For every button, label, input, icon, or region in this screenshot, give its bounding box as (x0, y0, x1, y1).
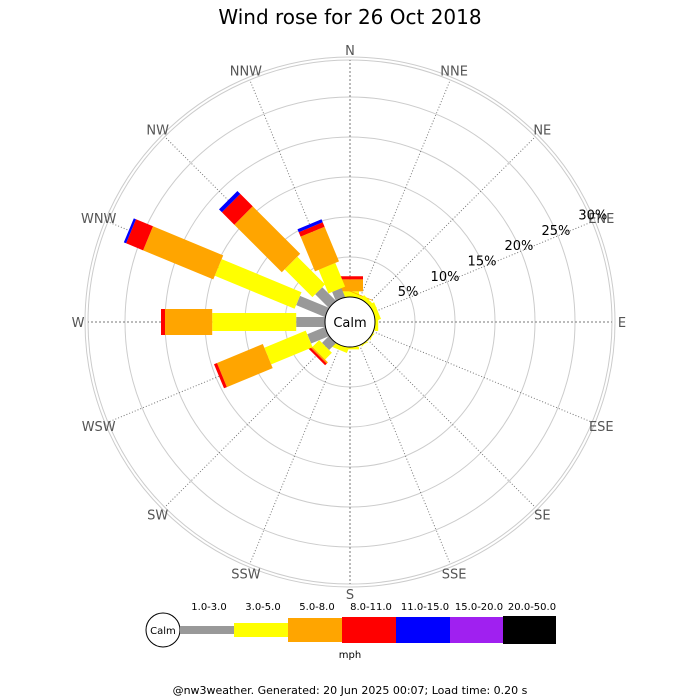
petal-nnw-bin-5 (297, 219, 323, 233)
direction-label-nw: NW (146, 124, 169, 139)
direction-label-wsw: WSW (82, 420, 116, 435)
calm-label: Calm (333, 316, 366, 331)
petal-wnw-bin-5 (123, 218, 136, 244)
direction-label-n: N (345, 44, 355, 59)
petal-wnw-bin-1 (296, 295, 329, 318)
direction-label-e: E (618, 316, 626, 331)
legend-label-5: 11.0-15.0 (401, 602, 449, 613)
spoke-ene (372, 221, 593, 313)
petal-nw-bin-5 (219, 191, 241, 213)
ring-label-6: 30% (578, 209, 607, 224)
legend-swatch-5 (396, 617, 450, 643)
petal-sw-bin-4 (306, 345, 327, 366)
petal-w-bin-4 (161, 309, 165, 335)
legend-label-1: 1.0-3.0 (191, 602, 226, 613)
ring-label-2: 10% (431, 270, 460, 285)
direction-label-ssw: SSW (231, 567, 261, 582)
direction-label-ne: NE (533, 124, 551, 139)
ring-labels: 5% 10% 15% 20% 25% 30% (398, 209, 607, 301)
petal-w-bin-3 (165, 309, 213, 335)
spoke-ssw (249, 344, 341, 565)
petal-nnw (297, 219, 346, 301)
petal-ssw-bin-2 (330, 341, 349, 353)
petal-wsw-bin-2 (264, 330, 313, 365)
petal-sw-bin-1 (322, 336, 336, 350)
direction-label-wnw: WNW (81, 212, 117, 227)
petal-sw-bin-3 (308, 344, 328, 364)
legend-swatch-6 (450, 617, 503, 643)
legend-label-4: 8.0-11.0 (350, 602, 392, 613)
direction-label-sw: SW (147, 508, 168, 523)
petal-nnw-bin-3 (300, 226, 339, 272)
petal-ssw (330, 341, 349, 353)
petal-w-bin-1 (296, 317, 325, 327)
legend-swatch-4 (342, 617, 396, 643)
direction-label-s: S (346, 588, 354, 603)
spoke-nne (359, 79, 451, 300)
direction-label-nne: NNE (440, 65, 468, 80)
legend-swatch-2 (234, 623, 288, 637)
ring-label-3: 15% (468, 255, 497, 270)
petal-sw-bin-2 (312, 340, 332, 360)
spoke-se (367, 339, 536, 508)
petal-n-bin-4 (337, 276, 363, 280)
direction-label-ene: ENE (588, 212, 614, 227)
legend-label-2: 3.0-5.0 (245, 602, 280, 613)
range-ring-6 (84, 56, 616, 588)
petal-wsw-bin-4 (214, 363, 227, 389)
petal-wsw (214, 326, 329, 389)
spoke-ese (372, 331, 593, 423)
petal-w-bin-2 (212, 313, 297, 331)
legend-label-7: 20.0-50.0 (508, 602, 556, 613)
wind-petals (123, 191, 381, 389)
legend-swatch-3 (288, 618, 342, 642)
petal-nnw-bin-1 (332, 288, 346, 301)
footer-text: @nw3weather. Generated: 20 Jun 2025 00:0… (173, 684, 528, 697)
direction-label-ese: ESE (589, 420, 614, 435)
legend-label-6: 15.0-20.0 (455, 602, 503, 613)
legend-swatch-7 (503, 616, 556, 644)
speed-legend: Calm 1.0-3.0 3.0-5.0 5.0-8.0 8.0-11.0 11.0-1… (145, 602, 556, 661)
spoke-sw (164, 339, 333, 508)
direction-label-nnw: NNW (230, 65, 262, 80)
direction-label-w: W (72, 316, 85, 331)
petal-nnw-bin-4 (298, 222, 325, 237)
petal-nw-bin-3 (234, 206, 301, 273)
legend-label-3: 5.0-8.0 (299, 602, 334, 613)
spoke-ne (367, 136, 536, 305)
direction-label-se: SE (534, 508, 550, 523)
direction-label-sse: SSE (442, 567, 467, 582)
petal-w (161, 309, 325, 335)
ring-label-4: 20% (504, 239, 533, 254)
petal-nw-bin-2 (284, 256, 326, 298)
chart-title: Wind rose for 26 Oct 2018 (218, 5, 481, 29)
petal-wnw-bin-2 (214, 259, 302, 309)
petal-nnw-bin-2 (318, 262, 346, 294)
petal-nw (219, 191, 336, 308)
direction-labels: N NNE NE ENE E ESE SE SSE S SSW SW WSW W WNW NW NNW (72, 44, 627, 603)
spoke-sse (359, 344, 451, 565)
petal-wsw-bin-3 (217, 344, 273, 388)
ring-label-5: 25% (541, 224, 570, 239)
petal-wnw-bin-4 (126, 219, 153, 251)
petal-wsw-bin-1 (307, 326, 329, 344)
petal-n-bin-3 (337, 279, 363, 292)
petal-wnw-bin-3 (143, 226, 224, 280)
petal-sw (306, 336, 336, 366)
ring-label-1: 5% (398, 285, 419, 300)
petal-nw-bin-1 (315, 287, 336, 308)
legend-swatch-1 (180, 626, 234, 634)
calm-circle: Calm (324, 296, 376, 348)
legend-calm-label: Calm (150, 626, 176, 637)
petal-nw-bin-4 (221, 193, 253, 225)
petal-wnw (123, 218, 329, 318)
legend-unit: mph (339, 650, 361, 661)
